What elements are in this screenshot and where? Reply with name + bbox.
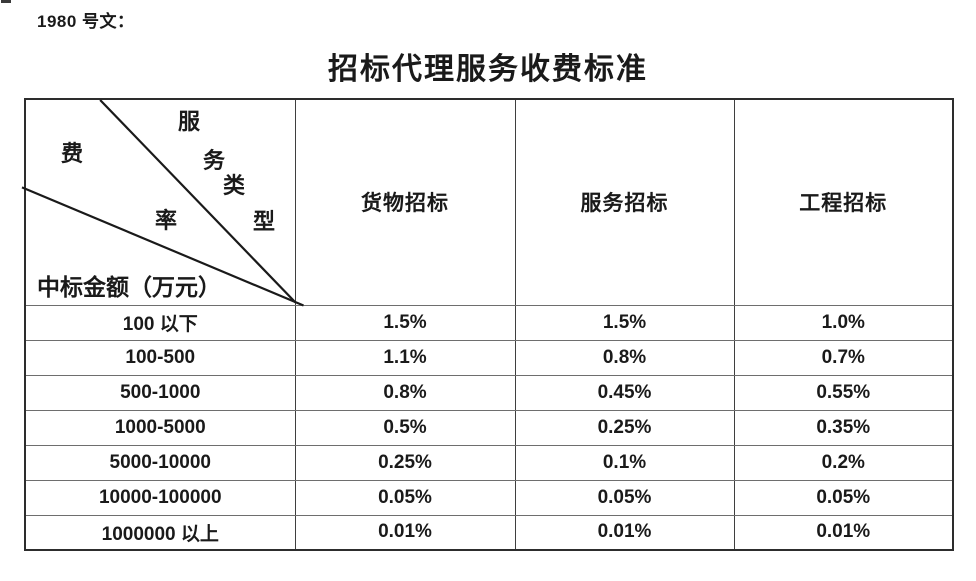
corner-char-xing: 型 xyxy=(252,209,276,234)
fee-cell: 0.25% xyxy=(294,444,516,481)
fee-cell: 0.05% xyxy=(733,479,954,516)
column-header-service: 服务招标 xyxy=(514,98,735,306)
table-row: 10000-100000 0.05% 0.05% 0.05% xyxy=(24,479,954,516)
fee-cell: 0.55% xyxy=(733,374,954,411)
doc-number-label: 1980 号文： xyxy=(37,12,135,31)
row-label: 10000-100000 xyxy=(24,479,296,516)
corner-char-type: 类 xyxy=(222,173,246,198)
column-header-goods: 货物招标 xyxy=(294,98,516,306)
scan-artifact xyxy=(1,0,11,3)
table-row: 1000000 以上 0.01% 0.01% 0.01% xyxy=(24,514,954,551)
table-row: 5000-10000 0.25% 0.1% 0.2% xyxy=(24,444,954,481)
fee-cell: 0.01% xyxy=(733,514,954,551)
fee-cell: 0.45% xyxy=(514,374,735,411)
fee-cell: 0.01% xyxy=(514,514,735,551)
fee-cell: 0.25% xyxy=(514,409,735,446)
row-label: 5000-10000 xyxy=(24,444,296,481)
fee-cell: 0.5% xyxy=(294,409,516,446)
fee-cell: 0.7% xyxy=(733,339,954,376)
row-label: 500-1000 xyxy=(24,374,296,411)
fee-cell: 1.5% xyxy=(514,304,735,341)
diagonal-corner-cell: 费 率 服 务 类 型 中标金额（万元） xyxy=(21,98,304,307)
column-header-engineering: 工程招标 xyxy=(733,98,954,306)
fee-standard-table: 费 率 服 务 类 型 中标金额（万元） 货物招标 服务招标 工程招标 100 … xyxy=(21,98,954,551)
row-label: 100-500 xyxy=(24,339,296,376)
row-label: 1000-5000 xyxy=(24,409,296,446)
corner-char-fee: 费 xyxy=(60,141,84,166)
fee-cell: 0.8% xyxy=(514,339,735,376)
corner-char-service: 服 xyxy=(177,109,201,134)
table-row: 100-500 1.1% 0.8% 0.7% xyxy=(24,339,954,376)
table-row: 1000-5000 0.5% 0.25% 0.35% xyxy=(24,409,954,446)
fee-cell: 1.0% xyxy=(733,304,954,341)
fee-cell: 0.35% xyxy=(733,409,954,446)
corner-char-wu: 务 xyxy=(202,148,226,173)
row-label: 100 以下 xyxy=(24,304,296,341)
table-row: 500-1000 0.8% 0.45% 0.55% xyxy=(24,374,954,411)
row-label: 1000000 以上 xyxy=(24,514,296,551)
page-title: 招标代理服务收费标准 xyxy=(328,53,648,86)
fee-cell: 0.05% xyxy=(294,479,516,516)
fee-cell: 0.2% xyxy=(733,444,954,481)
amount-axis-label: 中标金额（万元） xyxy=(37,275,221,300)
fee-cell: 0.01% xyxy=(294,514,516,551)
table-row: 100 以下 1.5% 1.5% 1.0% xyxy=(24,304,954,341)
fee-cell: 0.05% xyxy=(514,479,735,516)
fee-cell: 0.8% xyxy=(294,374,516,411)
table-header-row: 费 率 服 务 类 型 中标金额（万元） 货物招标 服务招标 工程招标 xyxy=(21,98,954,307)
fee-cell: 0.1% xyxy=(514,444,735,481)
fee-cell: 1.1% xyxy=(294,339,516,376)
diagonal-divider-lines xyxy=(21,99,304,307)
corner-char-rate: 率 xyxy=(154,208,178,233)
fee-cell: 1.5% xyxy=(294,304,516,341)
